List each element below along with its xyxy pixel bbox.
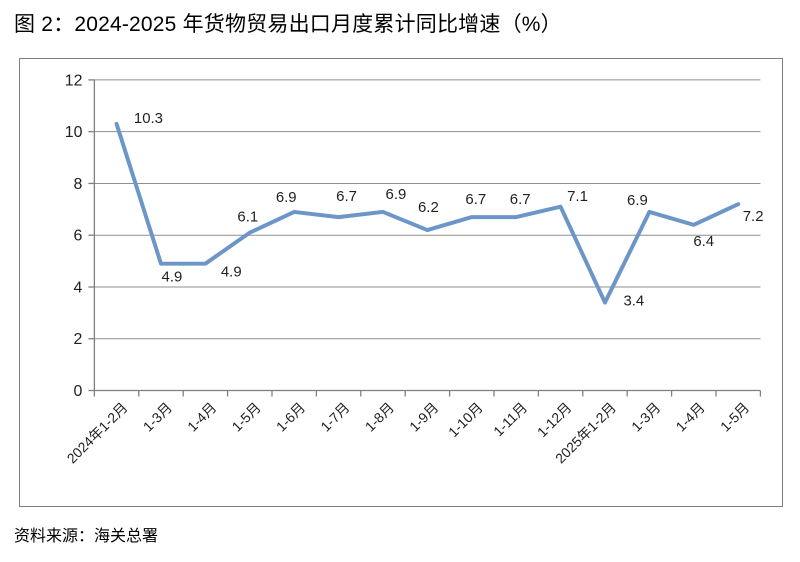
x-tick-label: 1-4月 — [184, 399, 219, 434]
data-point-label: 6.1 — [237, 209, 258, 226]
chart-frame: 0 2 4 6 8 10 12 2024年1-2月 1-3月 1-4月 1-5月 1-6月 1-7月 1-… — [19, 58, 783, 507]
x-tick-label: 1-6月 — [273, 399, 308, 434]
data-point-label: 7.1 — [567, 188, 588, 205]
line-chart: 0 2 4 6 8 10 12 2024年1-2月 1-3月 1-4月 1-5月 1-6月 1-7月 1-… — [64, 72, 764, 466]
data-point-label: 6.2 — [418, 199, 439, 216]
x-tick-label: 1-4月 — [672, 399, 707, 434]
x-tick-label: 1-8月 — [362, 399, 397, 434]
x-tick-label: 1-11月 — [490, 399, 530, 439]
y-tick-label: 10 — [65, 124, 83, 141]
y-tick-label: 0 — [74, 383, 83, 400]
data-point-label: 7.2 — [743, 208, 764, 225]
data-point-label: 6.9 — [386, 186, 407, 203]
y-tick-label: 8 — [74, 176, 83, 193]
y-tick-label: 12 — [65, 72, 83, 89]
data-point-label: 6.7 — [336, 188, 357, 205]
data-point-label: 6.9 — [276, 189, 297, 206]
data-point-label: 3.4 — [623, 292, 644, 309]
data-point-label: 10.3 — [134, 110, 163, 127]
data-point-label: 6.9 — [627, 192, 648, 209]
chart-title: 图 2：2024-2025 年货物贸易出口月度累计同比增速（%） — [14, 13, 562, 36]
y-tick-label: 6 — [74, 228, 83, 245]
x-tick-label: 1-9月 — [406, 399, 441, 434]
y-tick-label: 2 — [74, 331, 83, 348]
data-point-label: 4.9 — [162, 269, 183, 286]
x-tick-label: 1-5月 — [228, 399, 263, 434]
x-tick-label: 1-7月 — [317, 399, 352, 434]
x-tick-label: 1-5月 — [717, 399, 752, 434]
source-note: 资料来源：海关总署 — [14, 528, 159, 545]
y-tick-label: 4 — [74, 279, 83, 296]
series-line — [114, 121, 741, 305]
data-point-label: 6.7 — [510, 191, 531, 208]
data-point-label: 4.9 — [221, 264, 242, 281]
data-point-label: 6.7 — [465, 191, 486, 208]
x-tick-label: 1-3月 — [628, 399, 663, 434]
x-tick-label: 1-12月 — [534, 399, 575, 440]
data-point-label: 6.4 — [693, 233, 714, 250]
x-tick-label: 2024年1-2月 — [64, 399, 131, 466]
x-tick-label: 1-3月 — [140, 399, 175, 434]
x-tick-label: 1-10月 — [445, 399, 486, 440]
